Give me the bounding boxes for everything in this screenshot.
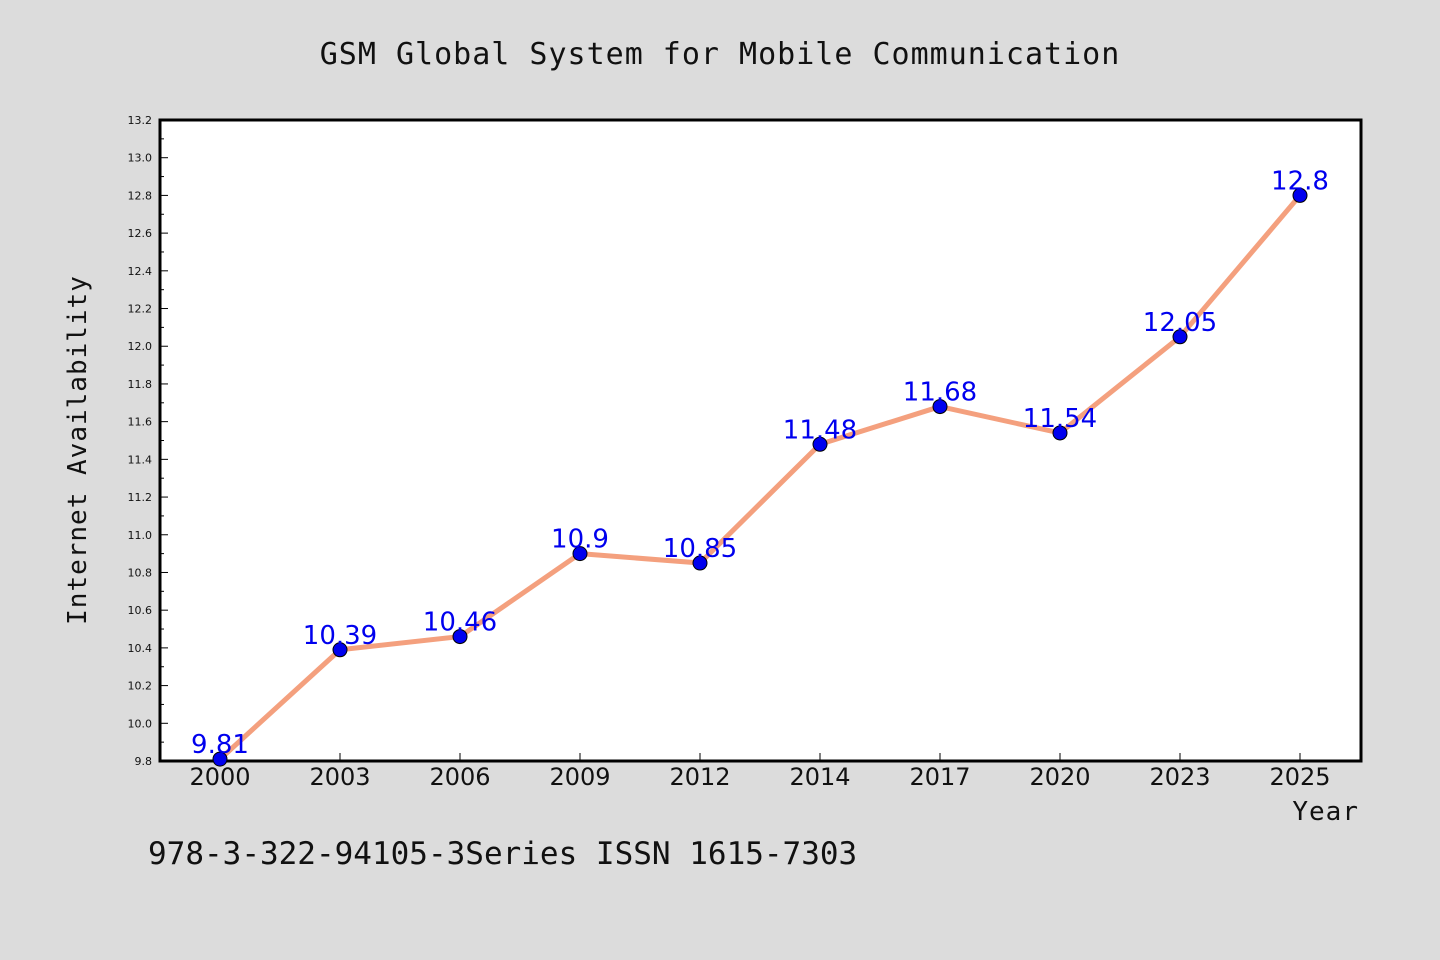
chart-title: GSM Global System for Mobile Communicati… xyxy=(320,37,1121,72)
data-point-label: 11.68 xyxy=(903,378,977,408)
y-axis: 9.8 10.0 10.2 10.4 10.6 10.8 11.0 11.2 11.4 11.6 1… xyxy=(128,114,168,768)
data-point-marker xyxy=(332,642,348,658)
data-point-label: 12.8 xyxy=(1271,166,1329,196)
data-labels: 9.81 10.39 10.46 10.9 10.85 11.48 11.68 11.54 12… xyxy=(191,166,1329,760)
y-tick-label: 12.2 xyxy=(128,303,153,316)
data-point-label: 11.54 xyxy=(1023,404,1097,434)
y-tick-label: 10.0 xyxy=(128,717,153,730)
x-tick-label: 2000 xyxy=(189,763,250,791)
data-point-label: 10.39 xyxy=(303,621,377,651)
x-tick-label: 2023 xyxy=(1149,763,1210,791)
data-point-marker xyxy=(572,546,588,562)
data-point-marker xyxy=(1052,425,1068,441)
x-tick-label: 2020 xyxy=(1029,763,1090,791)
x-tick-label: 2014 xyxy=(789,763,850,791)
data-point-marker xyxy=(1172,329,1188,345)
y-tick-label: 10.8 xyxy=(128,566,153,579)
data-point-label: 12.05 xyxy=(1143,308,1217,338)
y-tick-label: 12.8 xyxy=(128,189,153,202)
y-tick-label: 10.4 xyxy=(128,642,153,655)
y-tick-label: 12.0 xyxy=(128,340,153,353)
y-tick-label: 13.2 xyxy=(128,114,153,127)
y-tick-label: 11.8 xyxy=(128,378,153,391)
x-tick-label: 2012 xyxy=(669,763,730,791)
y-tick-label: 12.4 xyxy=(128,265,153,278)
series-line xyxy=(218,193,1302,761)
y-tick-label: 11.6 xyxy=(128,416,153,429)
data-markers xyxy=(212,187,1308,767)
data-point-marker xyxy=(212,751,228,767)
x-tick-label: 2009 xyxy=(549,763,610,791)
data-point-marker xyxy=(1292,187,1308,203)
y-tick-label: 11.2 xyxy=(128,491,153,504)
y-tick-label: 11.0 xyxy=(128,529,153,542)
y-tick-label: 13.0 xyxy=(128,152,153,165)
x-tick-label: 2017 xyxy=(909,763,970,791)
x-tick-label: 2006 xyxy=(429,763,490,791)
x-tick-label: 2025 xyxy=(1269,763,1330,791)
data-point-label: 11.48 xyxy=(783,415,857,445)
x-tick-label: 2003 xyxy=(309,763,370,791)
y-tick-label: 10.2 xyxy=(128,680,153,693)
data-point-marker xyxy=(452,629,468,645)
data-point-label: 10.9 xyxy=(551,525,609,555)
y-tick-label: 11.4 xyxy=(128,453,153,466)
x-axis: 2000 2003 2006 2009 2012 2014 2017 2020 2023 2025 xyxy=(189,753,1331,791)
data-point-label: 10.46 xyxy=(423,608,497,638)
y-tick-label: 9.8 xyxy=(135,755,153,768)
x-axis-label: Year xyxy=(1292,797,1359,827)
data-point-marker xyxy=(812,436,828,452)
footer-isbn-text: 978-3-322-94105-3Series ISSN 1615-7303 xyxy=(148,836,857,872)
data-point-label: 9.81 xyxy=(191,730,249,760)
y-tick-label: 12.6 xyxy=(128,227,153,240)
data-point-marker xyxy=(692,555,708,571)
data-point-label: 10.85 xyxy=(663,534,737,564)
data-point-marker xyxy=(932,399,948,415)
y-axis-label: Internet Availability xyxy=(63,275,93,625)
y-tick-label: 10.6 xyxy=(128,604,153,617)
plot-area xyxy=(158,118,1363,763)
